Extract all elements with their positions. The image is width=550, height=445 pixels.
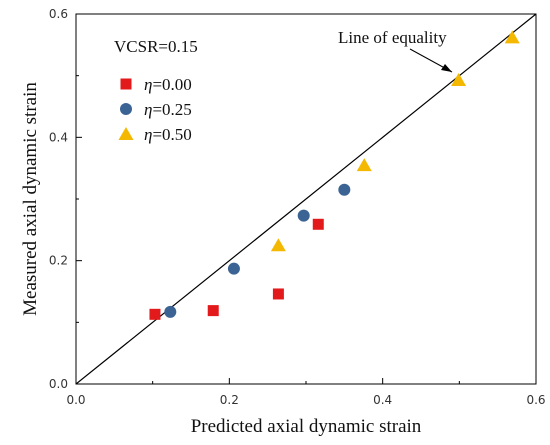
y-tick-label: 0.6 (49, 7, 68, 21)
legend-marker-circle (120, 103, 132, 115)
data-point-circle (227, 262, 240, 275)
data-point-circle (297, 209, 310, 222)
data-points (149, 30, 520, 320)
data-point-square (312, 218, 324, 230)
x-axis-title: Predicted axial dynamic strain (191, 416, 422, 437)
y-tick-label: 0.2 (49, 254, 68, 268)
condition-annotation: VCSR=0.15 (114, 37, 198, 56)
series-square-points (149, 218, 324, 320)
legend-label: η=0.50 (144, 125, 192, 144)
legend-eta-symbol: η (144, 75, 152, 94)
legend: η=0.00η=0.25η=0.50 (118, 75, 192, 144)
data-point-square (272, 288, 284, 300)
series-triangle-points (270, 30, 520, 252)
y-tick-label: 0.4 (49, 130, 68, 144)
y-tick-label: 0.0 (49, 377, 68, 391)
data-point-square (149, 308, 161, 320)
legend-eta-value: =0.00 (152, 75, 191, 94)
data-point-triangle (270, 238, 286, 252)
series-circle-points (164, 183, 351, 318)
x-tick-label: 0.0 (66, 393, 85, 407)
axis-ticks: 0.0 0.2 0.4 0.6 0.0 0.2 0.4 0.6 (49, 7, 546, 407)
data-point-triangle (504, 30, 520, 44)
data-point-circle (338, 183, 351, 196)
data-point-triangle (356, 158, 372, 172)
legend-marker-square (120, 78, 132, 90)
equality-label-arrowhead (441, 64, 452, 72)
data-point-triangle (451, 72, 467, 86)
x-tick-label: 0.4 (373, 393, 392, 407)
legend-eta-symbol: η (144, 125, 152, 144)
equality-line-label: Line of equality (338, 28, 447, 47)
legend-label: η=0.00 (144, 75, 192, 94)
equality-line-layer (75, 13, 537, 385)
legend-eta-value: =0.25 (152, 100, 191, 119)
x-tick-label: 0.6 (526, 393, 545, 407)
legend-label: η=0.25 (144, 100, 192, 119)
line-of-equality (75, 13, 537, 385)
legend-marker-triangle (118, 127, 134, 140)
data-point-square (207, 305, 219, 317)
data-point-circle (164, 305, 177, 318)
x-tick-label: 0.2 (220, 393, 239, 407)
legend-eta-value: =0.50 (152, 125, 191, 144)
y-axis-title: Measured axial dynamic strain (20, 82, 41, 316)
legend-eta-symbol: η (144, 100, 152, 119)
